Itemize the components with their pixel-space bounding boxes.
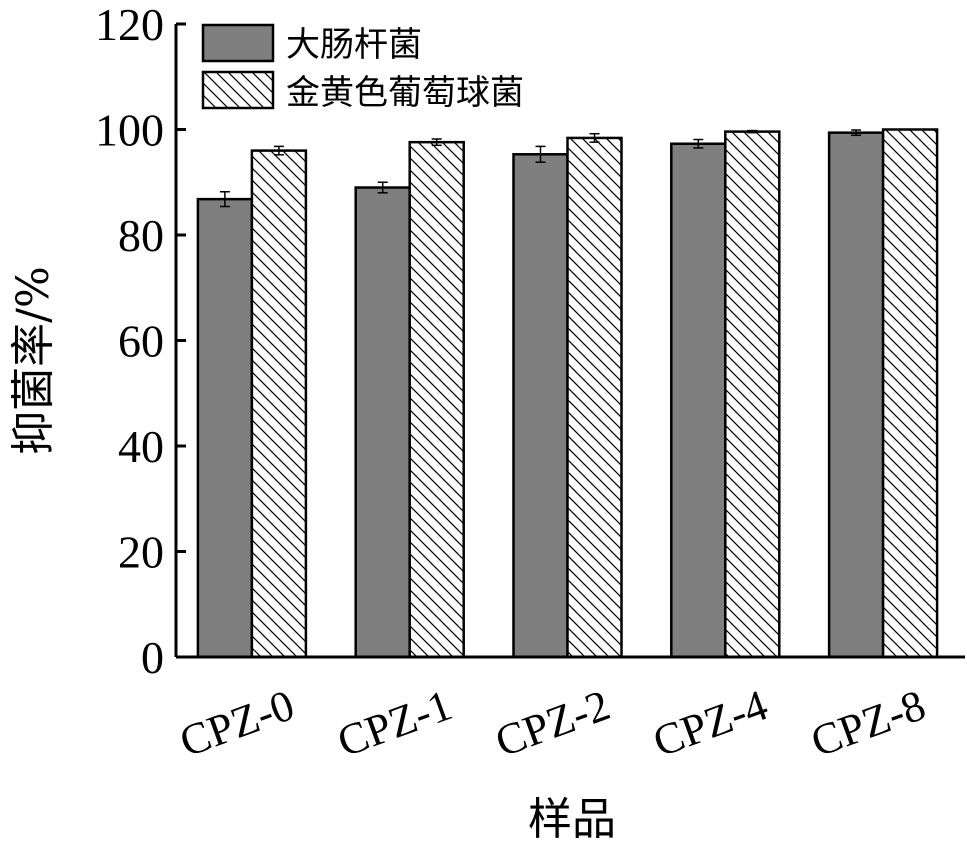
x-category-label: CPZ-8 xyxy=(805,680,932,766)
legend-swatch-e-coli xyxy=(201,23,275,63)
y-tick-label: 120 xyxy=(95,0,164,50)
legend-label-s-aureus: 金黄色葡萄球菌 xyxy=(286,73,524,113)
bar-e-coli xyxy=(512,153,569,659)
bar-s-aureus xyxy=(250,149,308,659)
y-tick-label: 20 xyxy=(118,527,164,578)
legend-swatch-s-aureus xyxy=(201,70,275,110)
x-category-label: CPZ-0 xyxy=(173,680,300,766)
y-tick-label: 80 xyxy=(118,210,164,261)
x-category-labels: CPZ-0 CPZ-1 CPZ-2 CPZ-4 CPZ-8 xyxy=(173,680,931,766)
bars-layer xyxy=(196,128,939,659)
legend-label-e-coli: 大肠杆菌 xyxy=(286,25,422,65)
bar-s-aureus xyxy=(881,128,939,659)
bar-e-coli xyxy=(827,131,885,659)
y-ticks: 0 20 40 60 80 100 120 xyxy=(95,0,186,683)
bar-s-aureus xyxy=(408,140,465,659)
y-tick-label: 60 xyxy=(118,316,164,367)
y-axis-title: 抑菌率/% xyxy=(8,266,59,455)
bar-s-aureus xyxy=(566,136,623,659)
bar-s-aureus xyxy=(724,130,781,659)
x-axis-title: 样品 xyxy=(528,794,616,845)
legend: 大肠杆菌 金黄色葡萄球菌 xyxy=(201,23,524,113)
x-category-label: CPZ-2 xyxy=(489,680,616,766)
bar-e-coli xyxy=(670,142,727,659)
x-category-label: CPZ-1 xyxy=(331,680,458,766)
y-tick-label: 100 xyxy=(95,105,164,156)
bar-e-coli xyxy=(354,186,411,659)
x-category-label: CPZ-4 xyxy=(647,680,774,766)
y-tick-label: 40 xyxy=(118,421,164,472)
bar-e-coli xyxy=(196,197,254,659)
y-tick-label: 0 xyxy=(141,632,164,683)
